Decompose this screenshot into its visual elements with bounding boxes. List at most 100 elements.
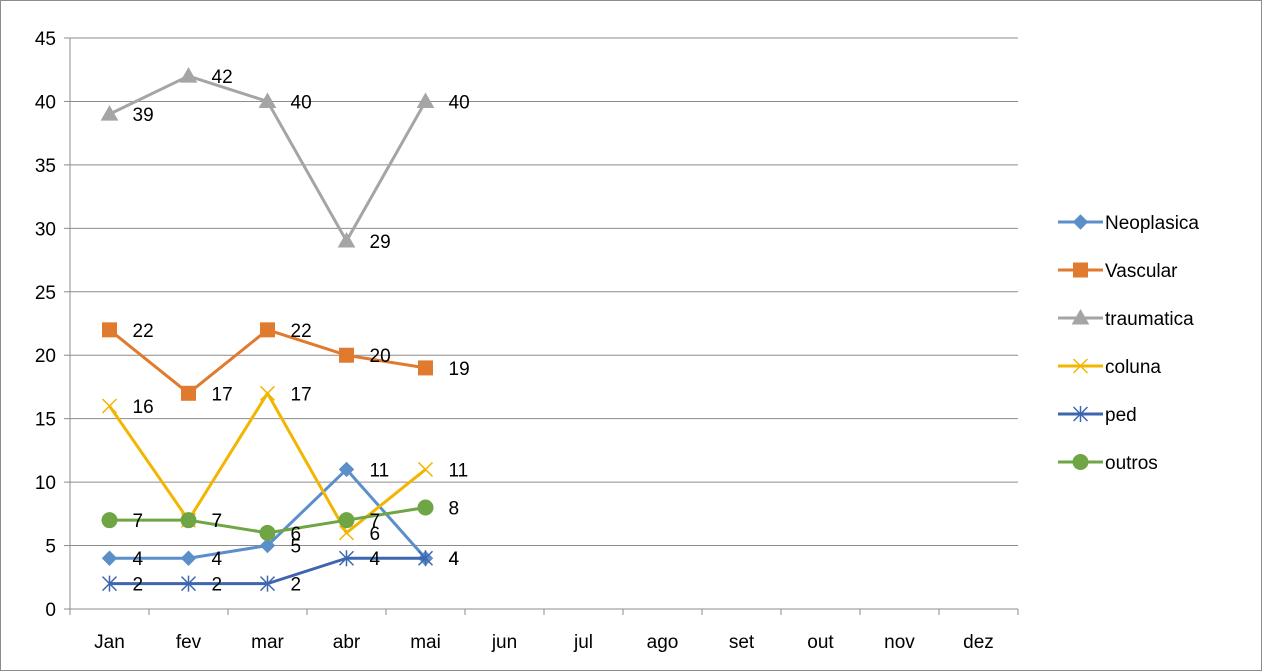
star-marker: [338, 550, 355, 567]
data-label-outros: 7: [212, 511, 223, 532]
star-marker: [101, 575, 118, 592]
legend-label-coluna: coluna: [1105, 357, 1161, 378]
legend-item-neoplasica: Neoplasica: [1058, 213, 1199, 234]
square-marker: [102, 322, 117, 338]
data-label-vascular: 17: [212, 384, 233, 405]
data-label-neoplasica: 5: [291, 537, 302, 558]
series-ped: [101, 550, 434, 592]
y-tick-label: 15: [35, 410, 56, 431]
diamond-marker: [1072, 214, 1089, 230]
diamond-marker: [259, 537, 276, 554]
square-marker: [260, 322, 275, 338]
data-label-coluna: 7: [212, 511, 223, 532]
x-tick-label: jul: [573, 632, 593, 653]
x-marker-stroke: [338, 525, 355, 541]
star-marker: [259, 575, 276, 592]
legend-item-ped: ped: [1058, 405, 1137, 426]
x-tick-label: Jan: [94, 632, 125, 653]
series-coluna: [101, 385, 434, 541]
data-label-neoplasica: 11: [370, 460, 390, 481]
x-tick-label: fev: [176, 632, 202, 653]
circle-marker: [259, 524, 276, 541]
x-marker: [338, 525, 355, 541]
data-label-ped: 2: [133, 575, 144, 596]
star-marker: [1072, 406, 1089, 422]
triangle-marker: [337, 232, 356, 248]
x-marker-stroke: [417, 461, 434, 477]
y-tick-label: 30: [35, 219, 56, 240]
data-label-coluna: 11: [449, 460, 469, 481]
data-label-outros: 7: [133, 511, 144, 532]
data-label-traumatica: 39: [133, 105, 154, 126]
legend-label-neoplasica: Neoplasica: [1105, 213, 1199, 234]
data-label-coluna: 6: [370, 524, 381, 545]
x-tick-label: out: [807, 632, 834, 653]
circle-marker: [101, 512, 118, 529]
legend-item-vascular: Vascular: [1058, 261, 1178, 282]
x-tick-label: mar: [251, 632, 284, 653]
data-label-outros: 6: [291, 524, 302, 545]
legend-item-traumatica: traumatica: [1058, 308, 1194, 330]
square-marker: [1073, 262, 1088, 278]
square-marker: [339, 347, 354, 363]
data-label-outros: 8: [449, 498, 460, 519]
x-tick-label: set: [729, 632, 755, 653]
x-tick-label: abr: [333, 632, 361, 653]
data-label-ped: 2: [291, 575, 302, 596]
data-label-neoplasica: 4: [212, 549, 223, 570]
triangle-marker: [1071, 308, 1090, 325]
x-tick-label: dez: [963, 632, 994, 653]
data-label-traumatica: 40: [291, 92, 312, 113]
data-label-vascular: 20: [370, 346, 391, 367]
x-tick-label: ago: [647, 632, 679, 653]
data-label-ped: 2: [212, 575, 223, 596]
x-marker: [417, 461, 434, 477]
circle-marker: [417, 499, 434, 516]
diamond-marker: [338, 461, 355, 478]
legend-item-outros: outros: [1058, 453, 1158, 474]
square-marker: [181, 385, 196, 401]
x-marker: [1072, 358, 1089, 374]
data-label-coluna: 17: [291, 384, 312, 405]
data-label-neoplasica: 4: [449, 549, 460, 570]
circle-marker: [1072, 454, 1089, 470]
y-tick-label: 0: [45, 600, 56, 621]
series-group: [100, 67, 435, 592]
x-marker-stroke: [259, 385, 276, 401]
star-marker: [417, 550, 434, 567]
triangle-marker: [416, 92, 435, 108]
series-vascular: [102, 322, 433, 401]
data-label-traumatica: 40: [449, 92, 470, 113]
square-marker: [418, 360, 433, 376]
data-label-vascular: 22: [291, 321, 312, 342]
legend-label-ped: ped: [1105, 405, 1137, 426]
legend-label-vascular: Vascular: [1105, 261, 1178, 282]
data-label-vascular: 19: [449, 359, 470, 380]
y-tick-label: 20: [35, 346, 56, 367]
x-marker: [101, 398, 118, 414]
diamond-marker: [101, 550, 118, 566]
gridlines: [70, 37, 1018, 547]
y-tick-label: 10: [35, 473, 56, 494]
data-label-ped: 4: [449, 549, 460, 570]
data-label-outros: 7: [370, 511, 381, 532]
triangle-marker: [179, 67, 198, 83]
legend-item-coluna: coluna: [1058, 357, 1161, 378]
series-traumatica: [100, 67, 435, 248]
series-outros: [101, 499, 434, 541]
x-tick-label: mai: [410, 632, 441, 653]
data-label-traumatica: 29: [370, 232, 391, 253]
legend: Neoplasica Vascular traumatica coluna ped out…: [1058, 213, 1199, 474]
x-marker-stroke: [101, 398, 118, 414]
legend-label-outros: outros: [1105, 453, 1158, 474]
y-tick-label: 35: [35, 156, 56, 177]
x-marker: [259, 385, 276, 401]
y-tick-label: 25: [35, 283, 56, 304]
x-marker-stroke: [1072, 358, 1089, 374]
x-tick-label: jun: [491, 632, 517, 653]
x-tick-label: nov: [884, 632, 915, 653]
